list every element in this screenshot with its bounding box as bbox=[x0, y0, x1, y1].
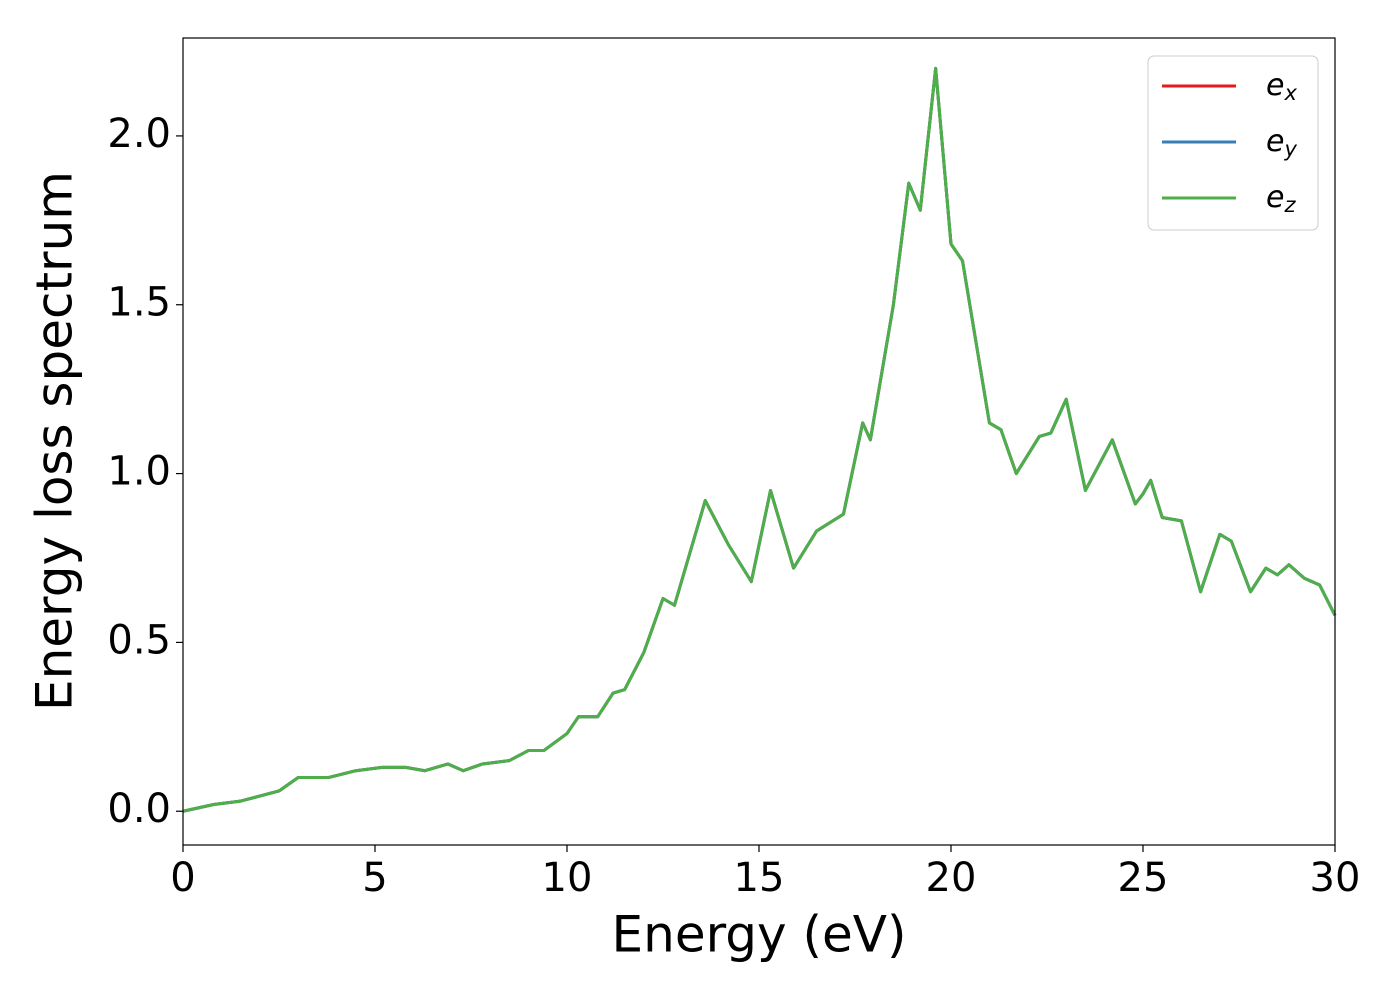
legend-label: ez bbox=[1266, 180, 1296, 218]
x-tick-label: 5 bbox=[362, 855, 387, 901]
y-tick-label: 1.0 bbox=[107, 449, 171, 495]
legend-label: ex bbox=[1266, 68, 1297, 106]
y-tick-label: 0.5 bbox=[107, 617, 171, 663]
x-tick-label: 30 bbox=[1310, 855, 1361, 901]
x-tick-label: 10 bbox=[542, 855, 593, 901]
x-tick-label: 15 bbox=[734, 855, 785, 901]
x-tick-label: 25 bbox=[1118, 855, 1169, 901]
y-tick-label: 0.0 bbox=[107, 786, 171, 832]
plot-frame bbox=[182, 37, 1336, 846]
y-axis-label: Energy loss spectrum bbox=[26, 171, 84, 711]
x-tick-label: 20 bbox=[926, 855, 977, 901]
x-axis-label: Energy (eV) bbox=[612, 906, 907, 964]
y-tick-label: 1.5 bbox=[107, 280, 171, 326]
x-tick-label: 0 bbox=[170, 855, 195, 901]
y-tick-label: 2.0 bbox=[107, 111, 171, 157]
series-line bbox=[182, 66, 1337, 813]
legend-label: ey bbox=[1266, 124, 1297, 162]
